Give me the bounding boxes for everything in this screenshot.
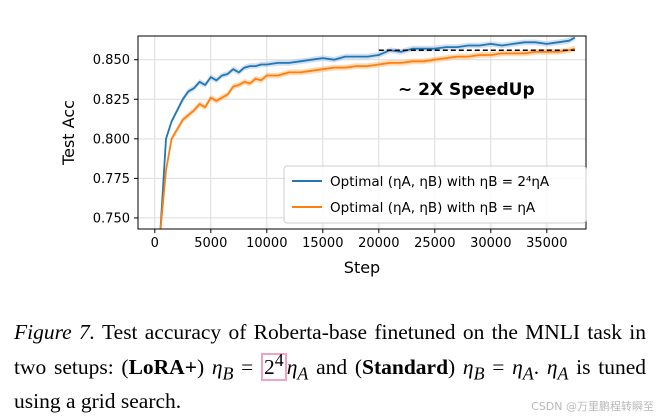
x-axis-label: Step	[344, 258, 380, 277]
caption-text: .	[533, 355, 547, 380]
x-tick-label: 30000	[470, 236, 511, 251]
watermark: CSDN @万里鹏程转瞬至	[531, 400, 654, 413]
caption-math: η	[286, 355, 298, 380]
caption-text: and (	[308, 355, 362, 380]
x-tick-label: 15000	[302, 236, 343, 251]
legend: Optimal (ηA, ηB) with ηB = 2⁴ηA Optimal …	[283, 165, 587, 224]
caption-text: )	[448, 355, 463, 380]
caption-math: B	[473, 363, 485, 384]
caption-math: =	[233, 355, 262, 380]
caption-lora-plus: LoRA+	[128, 355, 197, 380]
caption-math: B	[222, 363, 234, 384]
x-tick-label: 35000	[526, 236, 567, 251]
x-tick-label: 5000	[194, 236, 227, 251]
legend-label-lora-plus: Optimal (ηA, ηB) with ηB = 2⁴ηA	[330, 174, 550, 190]
x-tick-label: 0	[151, 236, 159, 251]
caption-math: η	[462, 355, 474, 380]
caption-math: 4	[274, 350, 284, 370]
y-tick-label: 0.800	[93, 132, 130, 147]
caption-math: 2	[264, 355, 275, 380]
speedup-annotation: ~ 2X SpeedUp	[398, 80, 535, 100]
caption-text: )	[196, 355, 212, 380]
caption-standard: Standard	[362, 355, 449, 380]
caption-math: A	[297, 363, 309, 384]
y-axis-label: Test Acc	[59, 100, 78, 166]
line-series-1	[159, 47, 576, 229]
caption-text: is tuned using a grid search.	[14, 355, 646, 414]
figure-caption: Figure 7. Test accuracy of Roberta-base …	[14, 318, 646, 415]
figure: 0 5000 10000 15000 20000 25000 30000 35000 0.75…	[59, 35, 587, 277]
caption-math: A	[522, 363, 534, 384]
y-tick-label: 0.825	[93, 93, 130, 108]
y-tick-label: 0.750	[93, 211, 130, 226]
plot-frame	[137, 35, 587, 230]
x-tick-label: 10000	[246, 236, 287, 251]
caption-math: =	[484, 355, 513, 380]
caption-math: η	[211, 355, 223, 380]
caption-math: η	[512, 355, 523, 380]
y-tick-label: 0.775	[93, 172, 130, 187]
caption-text: Test accuracy of Roberta-base finetuned …	[14, 320, 646, 380]
y-axis-ticks: 0.750 0.775 0.800 0.825 0.850	[93, 53, 138, 226]
y-tick-label: 0.850	[93, 53, 130, 68]
highlighted-exponent: 24	[261, 350, 287, 382]
line-series-0	[159, 36, 576, 229]
caption-figure-label: Figure 7.	[14, 320, 96, 344]
caption-math: η	[546, 355, 558, 380]
x-tick-label: 25000	[414, 236, 455, 251]
series-lines	[159, 36, 576, 229]
caption-math: A	[557, 363, 569, 384]
x-tick-label: 20000	[358, 236, 399, 251]
legend-label-standard: Optimal (ηA, ηB) with ηB = ηA	[330, 200, 536, 216]
x-axis-ticks: 0 5000 10000 15000 20000 25000 30000 35000	[151, 229, 567, 251]
